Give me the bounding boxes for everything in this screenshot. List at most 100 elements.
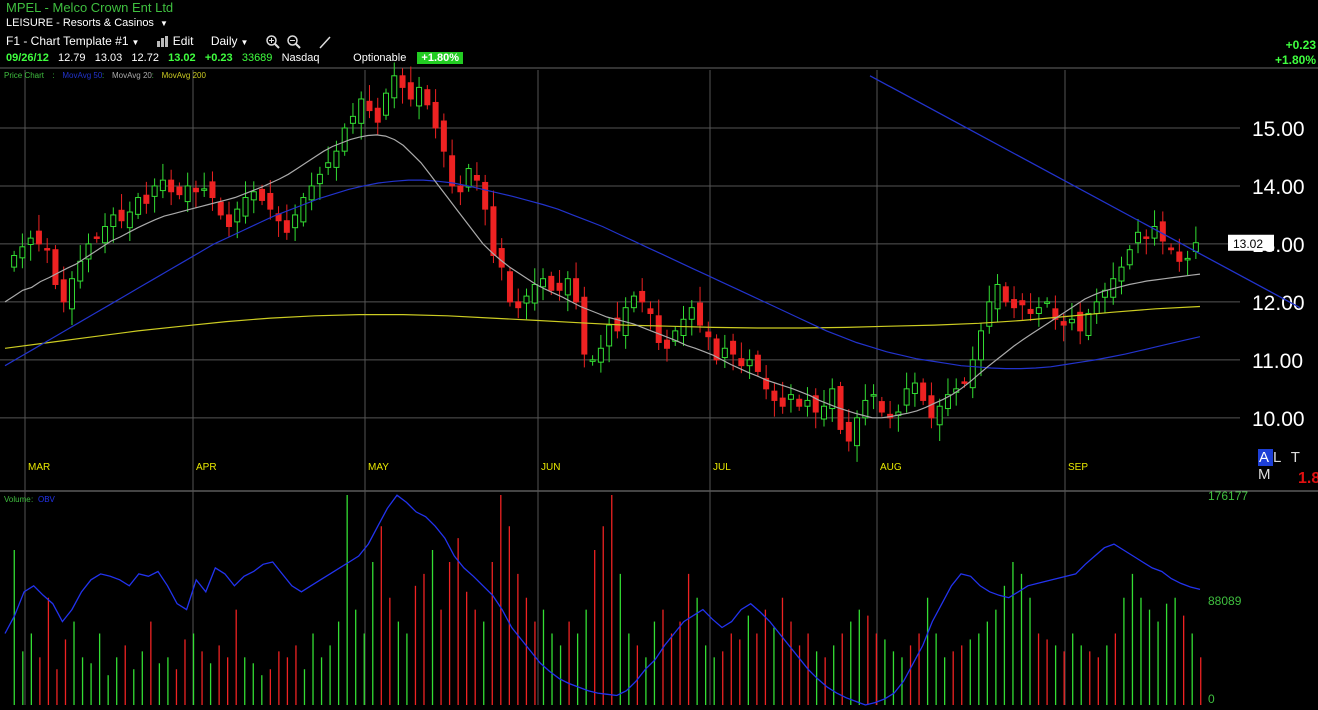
candle-body xyxy=(432,101,439,129)
candle-body xyxy=(201,188,208,191)
quote-open: 12.79 xyxy=(58,52,86,64)
candle-body xyxy=(292,214,299,229)
candle-body xyxy=(589,359,596,362)
candle-body xyxy=(862,399,869,419)
quote-low: 12.72 xyxy=(131,52,159,64)
draw-tool-icon[interactable] xyxy=(318,34,332,49)
candle-body xyxy=(1085,312,1092,337)
month-label: SEP xyxy=(1068,462,1088,473)
month-label: APR xyxy=(196,462,217,473)
candle-body xyxy=(316,173,323,185)
candle-body xyxy=(994,283,1001,310)
candle-body xyxy=(366,100,373,112)
candle-body xyxy=(787,394,794,400)
candle-body xyxy=(540,278,547,288)
candle-body xyxy=(978,330,985,361)
candle-body xyxy=(143,194,150,204)
candle-body xyxy=(845,421,852,442)
candle-body xyxy=(118,209,125,222)
legend-separator: : xyxy=(52,71,54,80)
symbol[interactable]: MPEL xyxy=(6,0,41,15)
candle-body xyxy=(192,187,199,193)
candle-body xyxy=(854,417,861,447)
candle-body xyxy=(911,382,918,394)
candle-body xyxy=(449,155,456,187)
candle-body xyxy=(44,248,51,251)
candle-body xyxy=(407,82,414,100)
price-tick-label: 12.00 xyxy=(1252,292,1305,315)
candle-body xyxy=(804,399,811,407)
candle-body xyxy=(93,236,100,239)
quote-date: 09/26/12 xyxy=(6,52,49,64)
right-change-box: +0.23 +1.80% xyxy=(1275,38,1316,68)
candle-body xyxy=(1019,300,1026,306)
price-tick-label: 14.00 xyxy=(1252,176,1305,199)
candle-body xyxy=(556,282,563,291)
candle-body xyxy=(920,382,927,401)
candle-body xyxy=(779,397,786,407)
candle-body xyxy=(1176,251,1183,262)
quote-volume: 33689 xyxy=(241,52,273,64)
candle-body xyxy=(225,214,232,228)
candle-body xyxy=(234,208,241,223)
candle-body xyxy=(936,405,943,426)
candle-body xyxy=(606,324,613,347)
quote-optionable: Optionable xyxy=(353,52,407,64)
last-price-tag-bg xyxy=(1228,234,1274,251)
candle-body xyxy=(564,278,571,296)
candle-body xyxy=(663,339,670,349)
candle-body xyxy=(1093,301,1100,314)
candle-body xyxy=(573,278,580,303)
candle-body xyxy=(11,255,18,268)
sector-selector[interactable]: LEISURE - Resorts & Casinos ▼ xyxy=(6,17,168,33)
quote-change: +0.23 xyxy=(204,52,233,64)
legend-obv: OBV xyxy=(38,495,56,504)
month-label: AUG xyxy=(880,462,902,473)
price-tick-label: 10.00 xyxy=(1252,408,1305,431)
sector-label: LEISURE - Resorts & Casinos xyxy=(6,17,154,29)
zoom-out-icon[interactable] xyxy=(287,34,301,49)
company-name: Melco Crown Ent Ltd xyxy=(52,0,174,15)
candle-body xyxy=(457,185,464,193)
pct-change-badge: +1.80% xyxy=(417,52,464,64)
candle-body xyxy=(110,214,117,228)
candle-body xyxy=(647,308,654,314)
candle-body xyxy=(259,188,266,201)
candle-body xyxy=(597,347,604,363)
candle-body xyxy=(1077,311,1084,332)
period-label: Daily xyxy=(210,34,238,48)
candle-body xyxy=(986,301,993,327)
period-dropdown[interactable]: Daily ▼ xyxy=(211,34,249,48)
candle-body xyxy=(19,246,26,259)
altm-a: A xyxy=(1258,449,1274,466)
candle-body xyxy=(151,185,158,197)
edit-button[interactable]: Edit xyxy=(156,34,193,48)
candle-body xyxy=(796,398,803,407)
candle-body xyxy=(1126,249,1133,266)
candle-body xyxy=(176,186,183,196)
template-dropdown[interactable]: F1 - Chart Template #1 ▼ xyxy=(6,34,139,48)
volume-tick-label: 176177 xyxy=(1208,489,1248,503)
candle-body xyxy=(688,307,695,320)
candle-body xyxy=(473,175,480,181)
candle-body xyxy=(168,179,175,193)
legend-separator: : xyxy=(102,71,104,80)
candle-body xyxy=(391,75,398,99)
candle-body xyxy=(581,296,588,355)
candle-body xyxy=(184,185,191,203)
candle-body xyxy=(738,358,745,367)
altm-indicator[interactable]: AL T M xyxy=(1258,449,1318,483)
candle-body xyxy=(672,330,679,342)
legend-entry: Price Chart xyxy=(4,71,45,80)
altm-rest: L T M xyxy=(1258,449,1303,483)
candle-body xyxy=(126,211,133,229)
candle-body xyxy=(1011,299,1018,309)
candle-body xyxy=(655,315,662,343)
candle-body xyxy=(730,340,737,355)
candle-body xyxy=(697,302,704,326)
zoom-in-icon[interactable] xyxy=(266,34,280,49)
candle-body xyxy=(1044,301,1051,304)
volume-tick-label: 0 xyxy=(1208,692,1215,706)
ma50-line xyxy=(4,179,1201,370)
